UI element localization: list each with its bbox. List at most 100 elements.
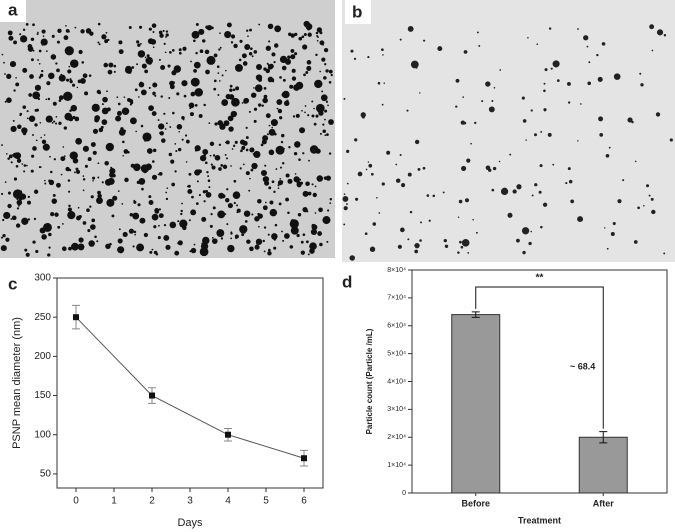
particle [65, 24, 67, 27]
particle [63, 126, 68, 130]
particle [68, 204, 71, 208]
particle [170, 159, 175, 164]
panel-label: c [8, 274, 17, 293]
particle [323, 47, 329, 53]
particle [82, 73, 88, 79]
particle [266, 133, 269, 136]
particle [478, 44, 481, 47]
particle [157, 236, 161, 240]
micrograph-a [0, 0, 335, 258]
particle [84, 91, 89, 96]
particle [13, 40, 17, 45]
particle [417, 167, 421, 171]
particle [157, 173, 160, 176]
particle [0, 245, 7, 252]
particle [305, 240, 309, 244]
particle [459, 240, 462, 244]
particle [78, 237, 84, 243]
particle [38, 62, 41, 65]
particle [177, 147, 182, 152]
y-tick-label: 0 [402, 490, 406, 497]
particle [214, 122, 218, 126]
particle [152, 82, 158, 88]
particle [51, 34, 55, 38]
particle [152, 148, 157, 153]
particle [41, 69, 44, 73]
particle [187, 184, 191, 188]
particle [296, 233, 300, 238]
particle [58, 121, 62, 125]
particle [287, 211, 290, 214]
bar [578, 436, 628, 494]
particle [158, 30, 163, 35]
particle [56, 182, 61, 188]
particle [300, 240, 304, 244]
particle [107, 177, 115, 185]
particle [308, 159, 310, 162]
particle [324, 134, 327, 137]
particle [324, 118, 326, 121]
particle [5, 153, 8, 155]
particle [273, 61, 276, 64]
particle [199, 247, 209, 257]
particle [406, 109, 409, 112]
particle [106, 198, 115, 207]
particle [168, 152, 173, 157]
label-bg [345, 0, 371, 24]
particle [253, 50, 258, 54]
particle [117, 246, 125, 254]
particle [328, 152, 332, 155]
particle [640, 83, 644, 87]
particle [53, 120, 56, 123]
particle [41, 234, 47, 240]
particle [305, 70, 309, 74]
particle [136, 63, 139, 66]
particle [166, 187, 169, 189]
particle [543, 89, 546, 93]
particle [209, 141, 215, 146]
particle [258, 225, 260, 228]
particle [105, 31, 108, 34]
particle [128, 26, 132, 30]
x-tick-label: 1 [111, 496, 117, 507]
particle [32, 91, 41, 100]
particle [275, 168, 278, 170]
particle [33, 189, 39, 194]
particle [77, 206, 80, 209]
particle [122, 231, 128, 238]
particle [165, 197, 169, 201]
particle [154, 208, 160, 213]
particle [63, 155, 66, 157]
particle [44, 182, 47, 185]
particle [245, 126, 248, 129]
particle [544, 110, 546, 112]
particle [104, 39, 109, 44]
particle [305, 46, 307, 49]
particle [232, 191, 241, 200]
particle [263, 226, 267, 229]
particle [70, 59, 79, 68]
particle [610, 231, 615, 236]
particle [287, 178, 293, 184]
particle [315, 53, 318, 57]
particle [277, 187, 280, 190]
particle [547, 132, 552, 137]
particle [330, 73, 333, 77]
particle [254, 244, 260, 250]
particle [263, 94, 268, 99]
particle [372, 222, 377, 226]
particle [181, 116, 185, 120]
particle [63, 91, 73, 102]
particle [243, 97, 250, 104]
particle [527, 36, 529, 39]
particle [129, 98, 134, 104]
particle [319, 40, 325, 46]
particle [269, 208, 278, 217]
particle [613, 73, 621, 80]
particle [56, 68, 60, 73]
particle [185, 139, 190, 144]
particle [257, 212, 260, 216]
particle [26, 110, 29, 113]
particle [181, 202, 183, 205]
particle [249, 246, 254, 252]
